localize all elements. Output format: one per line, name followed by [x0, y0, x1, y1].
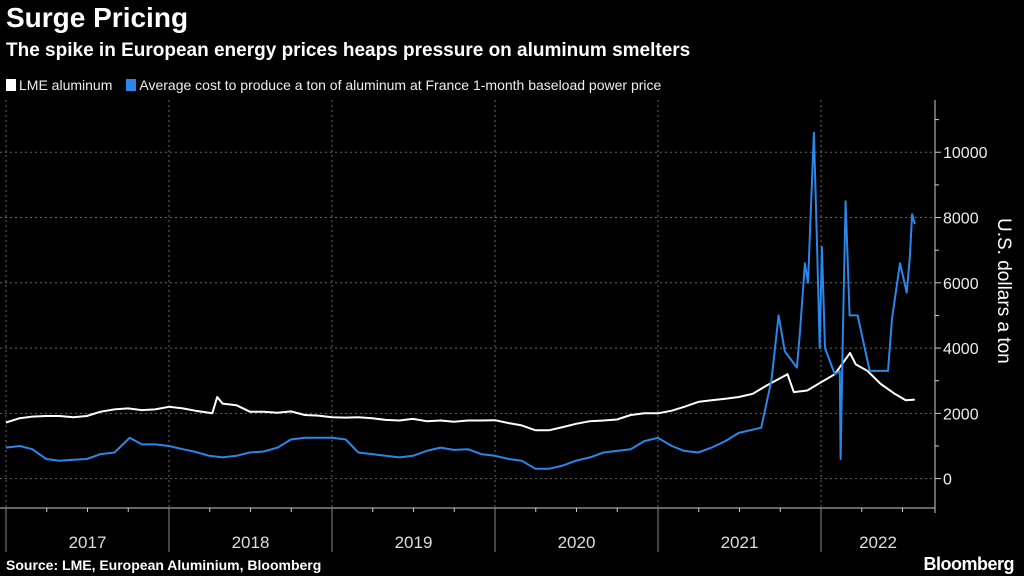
y-axis-label: U.S. dollars a ton — [993, 218, 1014, 364]
source-note: Source: LME, European Aluminium, Bloombe… — [6, 557, 322, 573]
legend-swatch-blue — [126, 79, 137, 91]
legend-label: LME aluminum — [19, 77, 113, 93]
y-tick-label: 8000 — [943, 211, 979, 228]
legend-swatch-white — [6, 79, 16, 91]
series-line-production-cost — [5, 131, 916, 470]
y-tick-label: 2000 — [943, 406, 979, 423]
y-tick-label: 0 — [943, 472, 952, 489]
x-tick-label: 2020 — [558, 533, 596, 552]
x-tick-label: 2017 — [69, 533, 107, 552]
legend-item-lme: LME aluminum — [6, 77, 112, 93]
legend-item-cost: Average cost to produce a ton of aluminu… — [126, 77, 661, 93]
x-tick-label: 2021 — [721, 533, 759, 552]
legend-label: Average cost to produce a ton of aluminu… — [139, 77, 662, 93]
chart-title: Surge Pricing — [6, 2, 189, 33]
chart-subtitle: The spike in European energy prices heap… — [6, 40, 691, 61]
series-line-lme-aluminum — [5, 352, 915, 432]
y-tick-label: 4000 — [943, 341, 979, 358]
y-tick-label: 10000 — [943, 145, 988, 162]
y-tick-label: 6000 — [943, 276, 979, 293]
legend: LME aluminum Average cost to produce a t… — [6, 77, 661, 93]
x-tick-label: 2019 — [395, 533, 433, 552]
bloomberg-logo: Bloomberg — [923, 554, 1014, 574]
x-tick-label: 2018 — [232, 533, 270, 552]
x-tick-label: 2022 — [859, 533, 897, 552]
